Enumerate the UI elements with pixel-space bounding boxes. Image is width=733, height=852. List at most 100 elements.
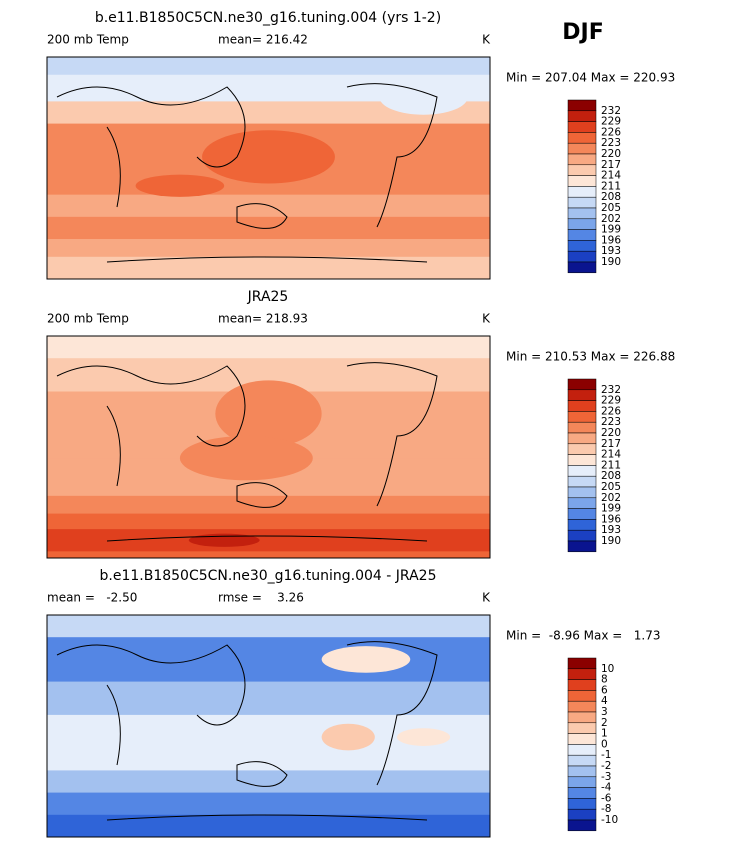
- colorbar-box: [567, 250, 597, 263]
- colorbar-label: 205: [601, 202, 621, 214]
- colorbar-box: [567, 497, 597, 509]
- colorbar-label: 229: [601, 116, 621, 128]
- colorbar-box: [567, 240, 597, 252]
- colorbar-label: -1: [601, 749, 611, 761]
- colorbar-label: 3: [601, 706, 608, 718]
- map-band: [47, 551, 490, 559]
- map-band: [47, 529, 490, 552]
- map-band: [47, 57, 490, 76]
- colorbar-label: 220: [601, 148, 621, 160]
- colorbar-box: [567, 787, 597, 799]
- min-max: Min = -8.96 Max = 1.73: [506, 629, 661, 643]
- colorbar-box: [567, 411, 597, 423]
- colorbar-box: [567, 690, 597, 702]
- map-frame: [46, 335, 491, 559]
- colorbar-label: 199: [601, 503, 621, 515]
- colorbar-label: 217: [601, 159, 621, 171]
- season-title: DJF: [562, 20, 603, 45]
- left-label: 200 mb Temp: [47, 312, 129, 326]
- colorbar-box: [567, 454, 597, 466]
- colorbar-label: 4: [601, 695, 608, 707]
- colorbar-label: 220: [601, 427, 621, 439]
- colorbar-label: -6: [601, 792, 612, 804]
- map-frame: [46, 614, 491, 838]
- colorbar-box: [567, 229, 597, 241]
- colorbar-label: 196: [601, 513, 621, 525]
- colorbar-box: [567, 722, 597, 734]
- map-region: [379, 79, 468, 115]
- colorbar-label: -10: [601, 814, 618, 826]
- colorbar-label: 190: [601, 535, 621, 547]
- colorbar-box: [567, 744, 597, 756]
- colorbar-box: [567, 657, 597, 670]
- colorbar-box: [567, 132, 597, 144]
- map-region: [396, 728, 451, 746]
- colorbar-label: -8: [601, 803, 611, 815]
- map-band: [47, 681, 490, 716]
- colorbar-box: [567, 819, 597, 832]
- coastline: [56, 362, 438, 542]
- colorbar-box: [567, 164, 597, 176]
- colorbar-label: 193: [601, 245, 621, 257]
- colorbar-box: [567, 668, 597, 680]
- panel-title: JRA25: [247, 289, 289, 305]
- colorbar-label: 2: [601, 717, 608, 729]
- colorbar-box: [567, 711, 597, 724]
- colorbar-box: [567, 529, 597, 542]
- min-max: Min = 210.53 Max = 226.88: [506, 350, 675, 364]
- colorbar-box: [567, 519, 597, 531]
- colorbar-label: 226: [601, 405, 621, 417]
- map-region: [321, 646, 411, 673]
- colorbar-label: 217: [601, 438, 621, 450]
- colorbar-box: [567, 765, 597, 778]
- colorbar-label: 202: [601, 492, 621, 504]
- map-band: [47, 615, 490, 638]
- map-region: [215, 380, 322, 448]
- colorbar-box: [567, 432, 597, 445]
- colorbar-box: [567, 207, 597, 220]
- colorbar-box: [567, 798, 597, 810]
- map-region: [179, 435, 313, 481]
- colorbar-label: 193: [601, 524, 621, 536]
- map-band: [47, 770, 490, 794]
- colorbar-label: 211: [601, 180, 621, 192]
- colorbar-box: [567, 700, 597, 713]
- colorbar-label: 205: [601, 481, 621, 493]
- colorbar-label: 0: [601, 738, 608, 750]
- colorbar-label: 226: [601, 126, 621, 138]
- colorbar-box: [567, 261, 597, 274]
- center-label: rmse = 3.26: [218, 591, 304, 605]
- colorbar-box: [567, 475, 597, 488]
- min-max: Min = 207.04 Max = 220.93: [506, 71, 675, 85]
- colorbar-label: 10: [601, 663, 614, 675]
- colorbar-label: 214: [601, 170, 621, 182]
- map-band: [47, 101, 490, 125]
- panel-title: b.e11.B1850C5CN.ne30_g16.tuning.004 (yrs…: [95, 10, 441, 26]
- map-band: [47, 256, 490, 280]
- colorbar-box: [567, 153, 597, 166]
- map-band: [47, 792, 490, 816]
- panel-title: b.e11.B1850C5CN.ne30_g16.tuning.004 - JR…: [100, 568, 437, 584]
- colorbar-label: 208: [601, 470, 621, 482]
- colorbar-box: [567, 443, 597, 455]
- colorbar-box: [567, 486, 597, 499]
- colorbar-label: 208: [601, 191, 621, 203]
- colorbar-box: [567, 776, 597, 788]
- colorbar-label: 223: [601, 137, 621, 149]
- colorbar-box: [567, 175, 597, 187]
- colorbar-box: [567, 754, 597, 767]
- units-label: K: [482, 591, 491, 605]
- center-label: mean= 216.42: [218, 33, 308, 47]
- colorbar-box: [567, 389, 597, 401]
- colorbar-label: 211: [601, 459, 621, 471]
- units-label: K: [482, 33, 491, 47]
- colorbar-box: [567, 99, 597, 112]
- colorbar-box: [567, 142, 597, 155]
- colorbar-box: [567, 508, 597, 520]
- colorbar-label: 6: [601, 684, 608, 696]
- colorbar-label: 8: [601, 674, 608, 686]
- colorbar-label: 232: [601, 105, 621, 117]
- colorbar-box: [567, 121, 597, 133]
- map-band: [47, 513, 490, 530]
